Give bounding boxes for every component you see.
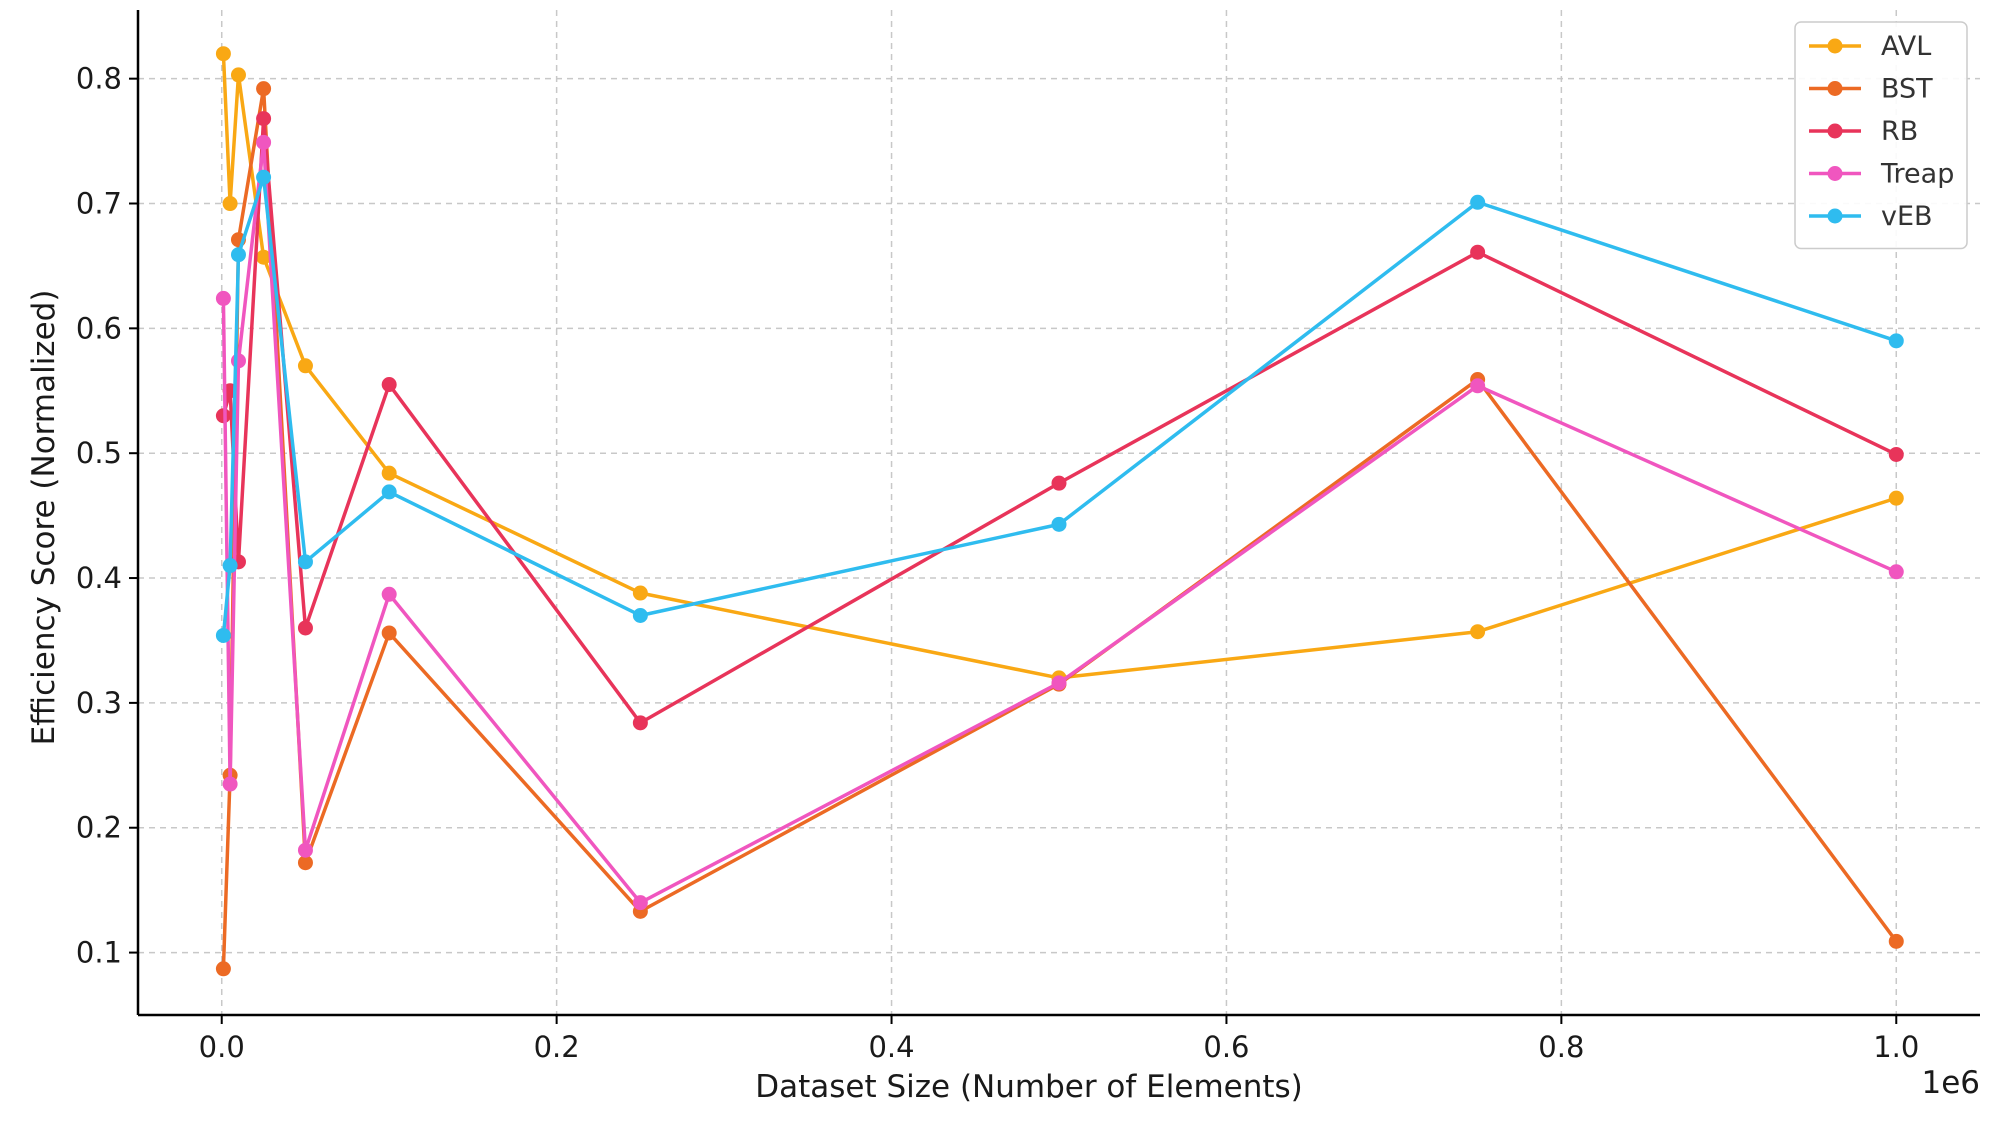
- y-tick-label: 0.3: [76, 686, 122, 720]
- data-point-avl: [222, 196, 238, 212]
- x-axis-offset-label: 1e6: [1921, 1065, 1980, 1101]
- data-point-veb: [215, 627, 231, 643]
- legend-swatch-marker: [1827, 123, 1843, 139]
- data-point-rb: [632, 715, 648, 731]
- y-tick-label: 0.8: [76, 62, 122, 96]
- series-group: [215, 46, 1904, 977]
- data-point-treap: [632, 895, 648, 911]
- data-point-veb: [1051, 516, 1067, 532]
- data-point-avl: [215, 46, 231, 62]
- legend-swatch-marker: [1827, 38, 1843, 54]
- series-line-veb: [221, 175, 1897, 636]
- legend-item-veb: vEB: [1809, 201, 1933, 232]
- legend-box: [1794, 21, 1968, 250]
- y-tick-label: 0.4: [76, 561, 122, 595]
- data-point-bst: [1888, 933, 1904, 949]
- data-point-avl: [297, 358, 313, 374]
- data-point-treap: [230, 353, 246, 369]
- data-point-veb: [632, 607, 648, 623]
- data-point-bst: [381, 625, 397, 641]
- data-point-treap: [1888, 564, 1904, 580]
- data-point-rb: [1888, 446, 1904, 462]
- data-point-rb: [297, 620, 313, 636]
- data-point-bst: [256, 81, 272, 97]
- x-axis-label: Dataset Size (Number of Elements): [755, 1069, 1303, 1105]
- data-point-bst: [215, 961, 231, 977]
- data-point-veb: [230, 247, 246, 263]
- y-tick-label: 0.2: [76, 811, 122, 845]
- data-point-treap: [215, 290, 231, 306]
- legend-swatch-marker: [1827, 208, 1843, 224]
- y-tick-label: 0.1: [76, 936, 122, 970]
- x-tick-label: 1.0: [1873, 1030, 1919, 1064]
- legend-item-avl: AVL: [1809, 31, 1931, 62]
- data-point-rb: [381, 377, 397, 393]
- series-treap: [215, 134, 1904, 911]
- data-point-treap: [222, 776, 238, 792]
- legend-label: Treap: [1880, 159, 1954, 190]
- y-tick-label: 0.5: [76, 436, 122, 470]
- data-point-veb: [256, 169, 272, 185]
- data-point-rb: [1470, 244, 1486, 260]
- legend-item-treap: Treap: [1809, 159, 1954, 190]
- y-tick-label: 0.7: [76, 187, 122, 221]
- axis-labels: Dataset Size (Number of Elements) Effici…: [26, 290, 1980, 1105]
- data-point-treap: [381, 586, 397, 602]
- series-veb: [215, 169, 1904, 643]
- series-avl: [215, 46, 1904, 686]
- legend-label: RB: [1881, 116, 1918, 147]
- data-point-avl: [381, 465, 397, 481]
- data-point-rb: [256, 111, 272, 127]
- legend: AVL BST RB Treap vEB: [1794, 21, 1968, 250]
- legend-swatch-marker: [1827, 166, 1843, 181]
- data-point-bst: [297, 855, 313, 871]
- data-point-veb: [1888, 333, 1904, 349]
- legend-swatch-marker: [1827, 81, 1843, 96]
- legend-item-rb: RB: [1809, 116, 1918, 147]
- data-point-treap: [297, 842, 313, 858]
- x-tick-label: 0.4: [868, 1030, 914, 1064]
- legend-label: AVL: [1881, 31, 1931, 62]
- y-axis-label: Efficiency Score (Normalized): [26, 290, 62, 746]
- data-point-avl: [230, 67, 246, 83]
- series-line-rb: [221, 116, 1898, 725]
- grid: [138, 10, 1980, 1015]
- x-tick-label: 0.2: [534, 1030, 580, 1064]
- data-point-veb: [381, 484, 397, 500]
- data-point-treap: [1051, 675, 1067, 691]
- data-point-treap: [1470, 378, 1486, 394]
- y-tick-label: 0.6: [76, 311, 122, 345]
- data-point-avl: [256, 249, 272, 265]
- data-point-avl: [1470, 624, 1486, 640]
- data-point-avl: [1888, 490, 1904, 506]
- legend-item-bst: BST: [1809, 74, 1933, 105]
- series-line-avl: [221, 53, 1897, 680]
- legend-label: BST: [1881, 74, 1933, 105]
- data-point-veb: [1470, 194, 1486, 210]
- axes: 0.0 0.2 0.4 0.6 0.8 1.0 0.1 0.2 0.3 0.4 0.5 0.6 0.7 0…: [76, 10, 1980, 1064]
- data-point-treap: [256, 134, 272, 150]
- data-point-veb: [222, 558, 238, 574]
- x-tick-label: 0.8: [1538, 1030, 1584, 1064]
- legend-label: vEB: [1881, 201, 1933, 232]
- x-tick-label: 0.0: [199, 1030, 245, 1064]
- series-line-treap: [221, 140, 1897, 905]
- data-point-veb: [297, 554, 313, 570]
- x-tick-label: 0.6: [1203, 1030, 1249, 1064]
- data-point-avl: [632, 585, 648, 601]
- data-point-rb: [1051, 475, 1067, 491]
